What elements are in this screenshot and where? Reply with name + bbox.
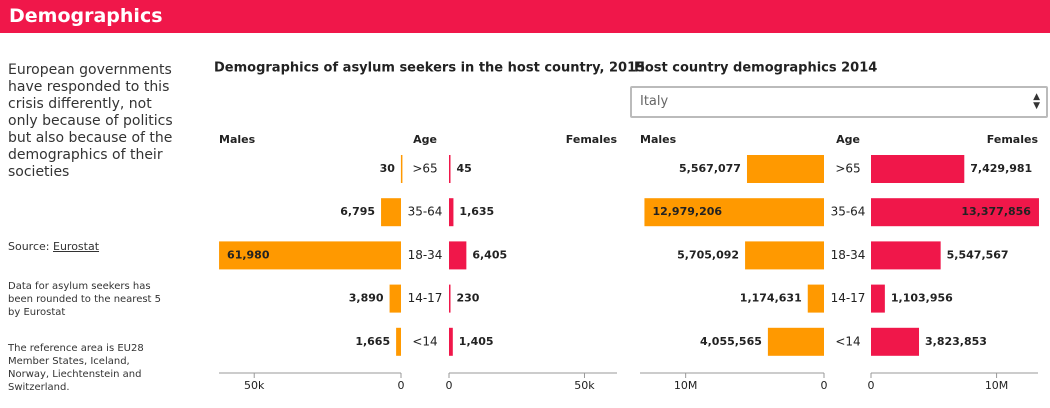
age-label: 35-64 bbox=[408, 205, 443, 219]
age-label: 14-17 bbox=[831, 291, 866, 305]
value-label: 1,103,956 bbox=[891, 292, 953, 305]
value-label: 5,567,077 bbox=[679, 162, 741, 175]
value-label: 1,635 bbox=[459, 205, 494, 218]
category-label: Age bbox=[413, 133, 437, 146]
bar bbox=[396, 327, 401, 356]
age-label: <14 bbox=[835, 334, 860, 348]
age-label: <14 bbox=[412, 334, 437, 348]
bar bbox=[871, 284, 885, 313]
legend-females: Females bbox=[987, 133, 1039, 146]
chart-title: Host country demographics 2014 bbox=[634, 61, 877, 76]
bar bbox=[871, 198, 1039, 227]
bar bbox=[449, 198, 454, 227]
bar bbox=[807, 284, 824, 313]
value-label: 1,665 bbox=[355, 335, 390, 348]
age-label: >65 bbox=[835, 162, 860, 176]
note: The reference area is EU28 Member States… bbox=[8, 343, 144, 393]
value-label: 5,705,092 bbox=[677, 248, 739, 261]
bar bbox=[449, 327, 453, 356]
age-label: 35-64 bbox=[831, 205, 866, 219]
source-label: Source: bbox=[8, 240, 50, 253]
x-tick-label: 0 bbox=[446, 379, 453, 392]
bar bbox=[871, 155, 965, 183]
select-value: Italy bbox=[640, 94, 669, 109]
bar bbox=[644, 198, 824, 227]
value-label: 61,980 bbox=[227, 248, 270, 261]
age-label: 14-17 bbox=[408, 291, 443, 305]
legend-males: Males bbox=[640, 133, 677, 146]
intro-text: European governments have responded to t… bbox=[8, 62, 173, 180]
value-label: 13,377,856 bbox=[961, 205, 1031, 218]
value-label: 6,795 bbox=[340, 205, 375, 218]
bar bbox=[767, 327, 824, 356]
x-tick-label: 50k bbox=[574, 379, 595, 392]
age-label: >65 bbox=[412, 162, 437, 176]
bar bbox=[389, 284, 401, 313]
value-label: 12,979,206 bbox=[652, 205, 722, 218]
bar bbox=[449, 155, 451, 183]
value-label: 1,405 bbox=[459, 335, 494, 348]
header-bar bbox=[0, 0, 1050, 33]
bar bbox=[871, 241, 941, 270]
select-arrow: ▲ ▼ bbox=[1033, 92, 1040, 111]
bar bbox=[746, 155, 824, 183]
value-label: 3,890 bbox=[349, 292, 384, 305]
value-label: 4,055,565 bbox=[700, 335, 762, 348]
category-label: Age bbox=[836, 133, 860, 146]
age-label: 18-34 bbox=[408, 248, 443, 262]
x-tick-label: 10M bbox=[985, 379, 1009, 392]
value-label: 1,174,631 bbox=[740, 292, 802, 305]
value-label: 3,823,853 bbox=[925, 335, 987, 348]
x-tick-label: 50k bbox=[244, 379, 265, 392]
bar bbox=[745, 241, 824, 270]
bar bbox=[449, 284, 451, 313]
bar bbox=[871, 327, 920, 356]
value-label: 30 bbox=[380, 162, 396, 175]
age-label: 18-34 bbox=[831, 248, 866, 262]
value-label: 6,405 bbox=[472, 248, 507, 261]
x-tick-label: 0 bbox=[398, 379, 405, 392]
legend-males: Males bbox=[219, 133, 256, 146]
chart-title: Demographics of asylum seekers in the ho… bbox=[214, 61, 645, 76]
x-tick-label: 0 bbox=[821, 379, 828, 392]
source: Source: Eurostat bbox=[8, 240, 168, 253]
header-title: Demographics bbox=[9, 5, 163, 27]
bar bbox=[400, 155, 403, 183]
bar bbox=[219, 241, 401, 270]
country-select[interactable]: Italy ▲ ▼ bbox=[630, 86, 1048, 118]
bar bbox=[381, 198, 401, 227]
source-link[interactable]: Eurostat bbox=[53, 240, 100, 253]
x-tick-label: 0 bbox=[868, 379, 875, 392]
value-label: 45 bbox=[457, 162, 472, 175]
value-label: 7,429,981 bbox=[970, 162, 1032, 175]
x-tick-label: 10M bbox=[674, 379, 698, 392]
note: Data for asylum seekers has been rounded… bbox=[8, 281, 162, 318]
value-label: 230 bbox=[457, 292, 480, 305]
bar bbox=[449, 241, 467, 270]
legend-females: Females bbox=[566, 133, 618, 146]
value-label: 5,547,567 bbox=[947, 248, 1009, 261]
